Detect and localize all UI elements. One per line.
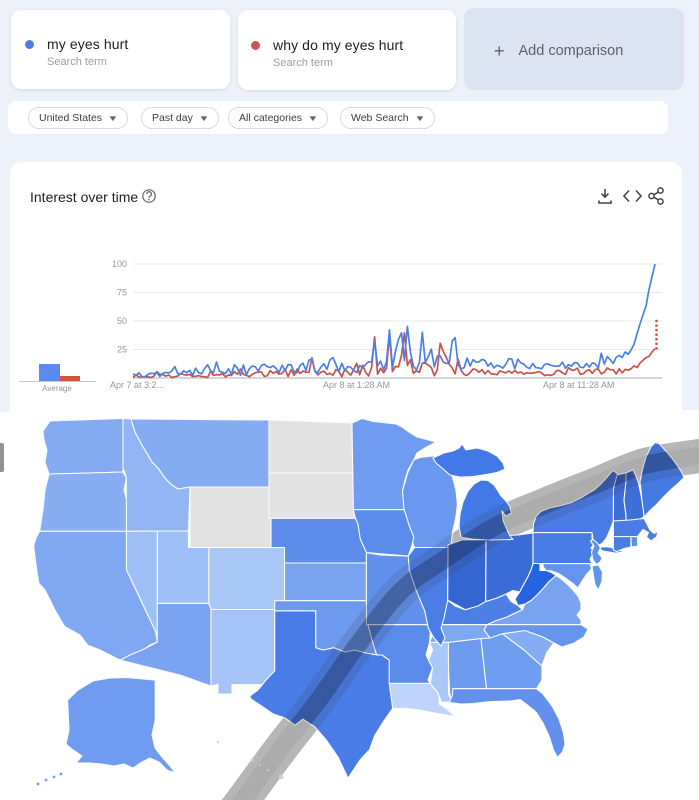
svg-text:Apr 7 at 3:2...: Apr 7 at 3:2... (110, 380, 164, 390)
svg-text:25: 25 (117, 345, 127, 355)
svg-text:Apr 8 at 11:28 AM: Apr 8 at 11:28 AM (543, 380, 614, 390)
svg-text:75: 75 (117, 288, 127, 298)
svg-text:50: 50 (117, 316, 127, 326)
svg-text:Apr 8 at 1:28 AM: Apr 8 at 1:28 AM (323, 380, 390, 390)
svg-text:100: 100 (112, 259, 127, 269)
svg-text:Average: Average (42, 384, 72, 393)
